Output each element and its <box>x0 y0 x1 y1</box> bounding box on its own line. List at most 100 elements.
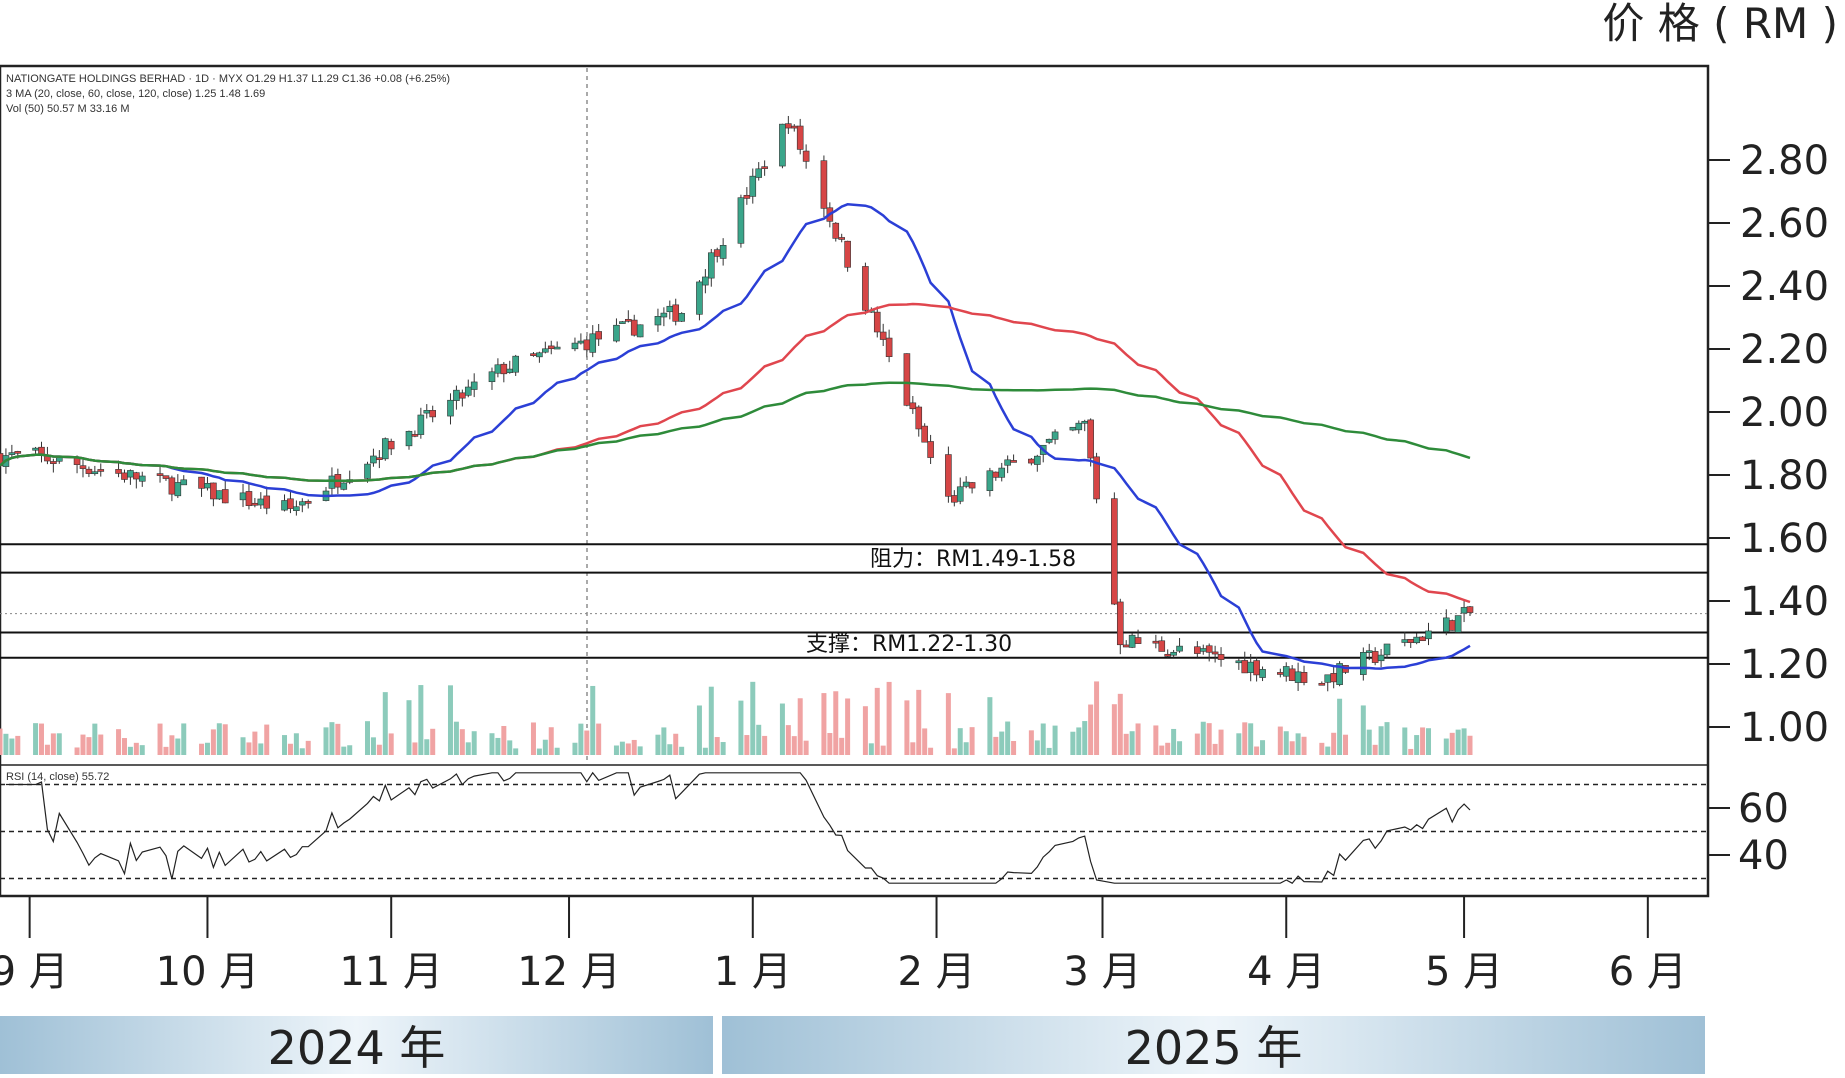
volume-bar <box>388 733 394 755</box>
volume-bar <box>495 737 501 755</box>
volume-bar <box>121 738 127 755</box>
volume-bar <box>833 691 839 755</box>
candle-body <box>1371 651 1379 663</box>
candle-body <box>162 475 170 479</box>
volume-bar <box>216 723 222 755</box>
volume-bar <box>1218 729 1224 755</box>
candle-body <box>862 266 869 311</box>
candle-body <box>470 381 478 390</box>
volume-bar <box>554 747 560 755</box>
volume-bar <box>584 730 590 755</box>
candle-body <box>1081 420 1089 424</box>
volume-bar <box>1467 735 1473 755</box>
candle-body <box>1134 637 1142 644</box>
candle-body <box>405 430 413 447</box>
candle-body <box>749 175 757 197</box>
candle-body <box>1087 419 1094 459</box>
volume-bar <box>33 723 39 755</box>
candle-body <box>1158 640 1166 652</box>
candle-body <box>1128 634 1136 648</box>
candle-body <box>844 240 851 268</box>
candle-body <box>903 353 911 406</box>
candle-body <box>1069 426 1077 431</box>
header-line-1: NATIONGATE HOLDINGS BERHAD · 1D · MYX O1… <box>6 73 450 85</box>
moving-averages <box>0 203 1471 670</box>
volume-bar <box>1040 723 1046 755</box>
candle-body <box>927 441 934 458</box>
volume-bar <box>1426 728 1432 755</box>
volume-bar <box>714 737 720 755</box>
volume-bar <box>1461 728 1467 755</box>
volume-bar <box>299 748 305 755</box>
candle-body <box>506 368 514 373</box>
candle-body <box>423 410 431 414</box>
volume-bar <box>613 745 619 755</box>
candle-body <box>1282 666 1290 677</box>
candle-body <box>180 479 188 486</box>
volume-bar <box>157 723 163 755</box>
candle-body <box>737 197 745 244</box>
volume-bar <box>98 734 104 755</box>
month-label: 6 月 <box>1609 949 1687 995</box>
volume-bar <box>667 744 673 755</box>
volume-bar <box>258 743 264 755</box>
candle-body <box>968 482 976 489</box>
candle-body <box>1383 643 1391 656</box>
volume-bar <box>3 733 9 755</box>
candle-body <box>494 364 502 374</box>
candle-body <box>381 438 389 460</box>
candle-body <box>459 392 466 399</box>
candle-body <box>1407 639 1415 643</box>
volume-bar <box>673 733 679 755</box>
candle-body <box>577 340 585 344</box>
candle-body <box>1425 630 1432 640</box>
candle-body <box>257 498 265 506</box>
volume-bar <box>880 745 886 755</box>
candle-body <box>251 502 259 506</box>
candle-body <box>1122 644 1130 648</box>
candle-body <box>32 447 39 451</box>
candle-body <box>1365 650 1373 653</box>
rsi-line <box>5 771 1471 884</box>
candle-body <box>340 482 348 490</box>
volume-bar <box>1254 746 1260 755</box>
volume-bar <box>542 739 548 755</box>
volume-bar <box>1295 733 1301 755</box>
volume-bar <box>762 735 768 755</box>
candle-body <box>832 222 840 239</box>
volume-bar <box>1171 728 1177 755</box>
support-label: 支撑：RM1.22-1.30 <box>806 632 1012 657</box>
volume-bar <box>264 724 270 755</box>
candle-body <box>571 342 579 350</box>
volume-bar <box>287 743 293 755</box>
month-label: 3 月 <box>1063 949 1141 995</box>
candle-body <box>453 389 460 401</box>
candle-body <box>1454 615 1462 633</box>
volume-bar <box>305 740 311 755</box>
volume-bar <box>163 746 169 755</box>
candle-body <box>654 316 662 326</box>
volume-bar <box>222 724 228 755</box>
volume-bar <box>827 733 833 755</box>
volume-bar <box>329 722 335 755</box>
volume-bar <box>679 746 685 755</box>
month-label: 11 月 <box>339 949 443 995</box>
volume-bar <box>548 727 554 755</box>
volume-bar <box>459 729 465 755</box>
resistance-label: 阻力：RM1.49-1.58 <box>870 547 1076 572</box>
volume-bar <box>1094 681 1100 755</box>
candle-body <box>1336 663 1343 685</box>
volume-bar <box>453 721 459 755</box>
volume-bar <box>868 743 874 755</box>
volume-bar <box>1242 722 1248 755</box>
volume-bar <box>86 737 92 755</box>
candle-body <box>364 463 371 479</box>
volume-bar <box>999 731 1005 755</box>
candle-body <box>1318 682 1326 686</box>
candle-body <box>1413 636 1420 644</box>
candle-body <box>755 168 763 178</box>
candle-body <box>387 440 395 450</box>
year-2024-bar: 2024 年 <box>0 1016 713 1075</box>
candle-body <box>216 490 223 500</box>
